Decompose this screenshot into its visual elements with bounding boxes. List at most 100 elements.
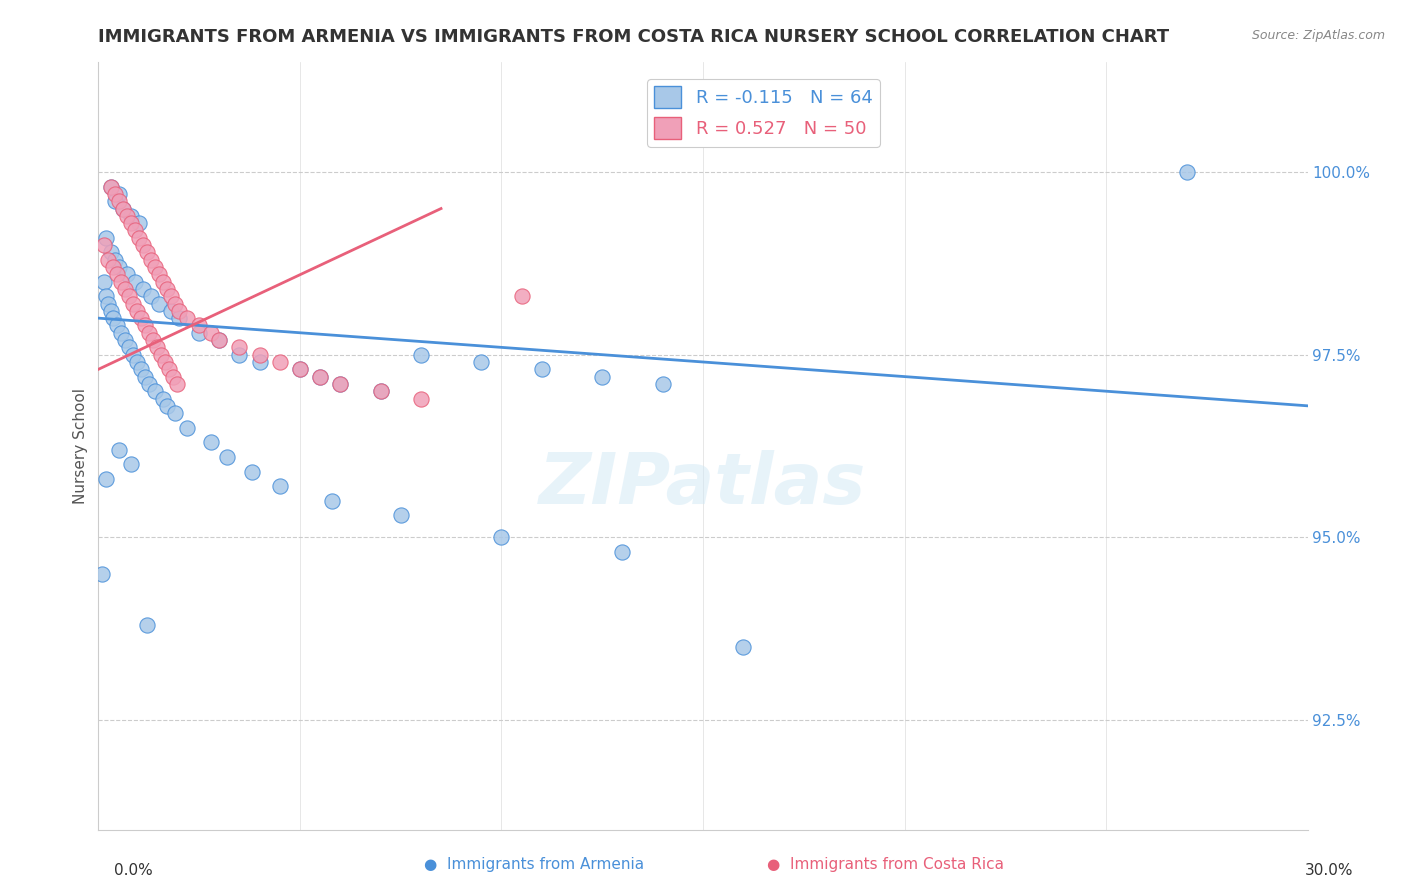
Point bbox=[163, 406, 186, 420]
Point bbox=[138, 376, 160, 391]
Point bbox=[114, 282, 136, 296]
Point bbox=[103, 252, 125, 267]
Point bbox=[138, 326, 160, 340]
Point bbox=[153, 355, 176, 369]
Text: ●  Immigrants from Costa Rica: ● Immigrants from Costa Rica bbox=[768, 857, 1004, 872]
Point bbox=[107, 260, 129, 274]
Point bbox=[142, 333, 165, 347]
Point bbox=[118, 289, 141, 303]
Point bbox=[148, 268, 170, 282]
Point bbox=[124, 223, 146, 237]
Point bbox=[309, 369, 332, 384]
Text: Source: ZipAtlas.com: Source: ZipAtlas.com bbox=[1251, 29, 1385, 42]
Point bbox=[97, 252, 120, 267]
Point bbox=[269, 355, 291, 369]
Point bbox=[103, 186, 125, 201]
Point bbox=[612, 545, 634, 559]
Point bbox=[228, 340, 250, 354]
Point bbox=[125, 303, 148, 318]
Point bbox=[143, 384, 166, 399]
Point bbox=[309, 369, 332, 384]
Point bbox=[129, 311, 152, 326]
Point bbox=[409, 348, 432, 362]
Point bbox=[288, 362, 311, 376]
Point bbox=[143, 260, 166, 274]
Point bbox=[329, 376, 352, 391]
Point bbox=[249, 355, 271, 369]
Point bbox=[114, 333, 136, 347]
Point bbox=[329, 376, 352, 391]
Point bbox=[409, 392, 432, 406]
Point bbox=[100, 303, 122, 318]
Point bbox=[100, 245, 122, 260]
Point bbox=[124, 275, 146, 289]
Point bbox=[160, 289, 183, 303]
Point bbox=[110, 326, 132, 340]
Point bbox=[152, 392, 174, 406]
Point bbox=[591, 369, 613, 384]
Point bbox=[160, 303, 183, 318]
Point bbox=[132, 238, 155, 252]
Point bbox=[530, 362, 553, 376]
Point bbox=[135, 618, 157, 632]
Point bbox=[96, 472, 118, 486]
Point bbox=[321, 493, 343, 508]
Point bbox=[510, 289, 533, 303]
Point bbox=[121, 296, 143, 310]
Point bbox=[120, 209, 142, 223]
Point bbox=[110, 275, 132, 289]
Point bbox=[111, 202, 134, 216]
Point bbox=[91, 566, 114, 581]
Point bbox=[128, 231, 150, 245]
Point bbox=[188, 326, 211, 340]
Point bbox=[107, 442, 129, 457]
Text: 0.0%: 0.0% bbox=[114, 863, 153, 879]
Point bbox=[188, 318, 211, 333]
Point bbox=[111, 202, 134, 216]
Point bbox=[370, 384, 392, 399]
Point bbox=[93, 275, 115, 289]
Point bbox=[733, 640, 755, 654]
Point bbox=[107, 194, 129, 209]
Point bbox=[120, 457, 142, 471]
Point bbox=[200, 326, 222, 340]
Point bbox=[97, 296, 120, 310]
Point bbox=[107, 186, 129, 201]
Point bbox=[470, 355, 492, 369]
Point bbox=[152, 275, 174, 289]
Text: ●  Immigrants from Armenia: ● Immigrants from Armenia bbox=[425, 857, 644, 872]
Y-axis label: Nursery School: Nursery School bbox=[73, 388, 89, 504]
Point bbox=[96, 231, 118, 245]
Point bbox=[139, 252, 162, 267]
Point bbox=[93, 238, 115, 252]
Point bbox=[139, 289, 162, 303]
Point bbox=[163, 296, 186, 310]
Point bbox=[200, 435, 222, 450]
Point bbox=[228, 348, 250, 362]
Point bbox=[162, 369, 184, 384]
Text: 30.0%: 30.0% bbox=[1305, 863, 1353, 879]
Text: ZIPatlas: ZIPatlas bbox=[540, 450, 866, 519]
Point bbox=[167, 303, 190, 318]
Point bbox=[103, 194, 125, 209]
Point bbox=[208, 333, 231, 347]
Point bbox=[491, 530, 513, 544]
Point bbox=[269, 479, 291, 493]
Point bbox=[370, 384, 392, 399]
Point bbox=[208, 333, 231, 347]
Point bbox=[101, 260, 124, 274]
Point bbox=[1175, 165, 1198, 179]
Point bbox=[120, 216, 142, 230]
Point bbox=[167, 311, 190, 326]
Point bbox=[249, 348, 271, 362]
Point bbox=[132, 282, 155, 296]
Point bbox=[125, 355, 148, 369]
Point bbox=[288, 362, 311, 376]
Point bbox=[128, 216, 150, 230]
Point bbox=[217, 450, 239, 464]
Point bbox=[115, 209, 138, 223]
Point bbox=[157, 362, 180, 376]
Point bbox=[135, 245, 157, 260]
Point bbox=[240, 465, 263, 479]
Point bbox=[115, 268, 138, 282]
